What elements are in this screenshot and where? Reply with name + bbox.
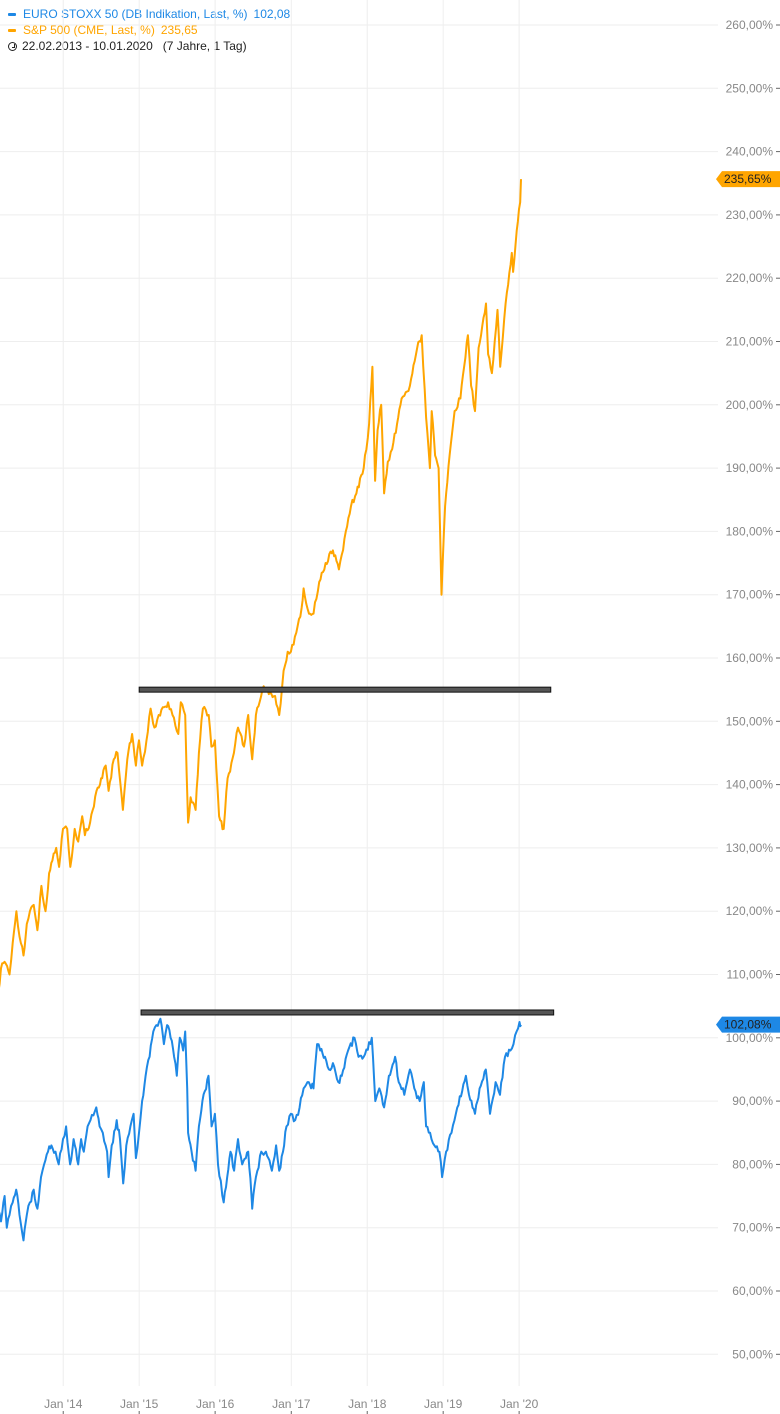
y-tick-label: 130,00% [726, 841, 774, 855]
y-tick-label: 80,00% [732, 1157, 773, 1171]
legend-swatch-sp500 [8, 28, 16, 32]
euro-stoxx-last-value-badge [716, 1016, 780, 1033]
clock-icon [8, 41, 17, 51]
y-tick-label: 220,00% [726, 271, 774, 285]
legend-label-euro-stoxx: EURO STOXX 50 (DB Indikation, Last, %) [23, 7, 248, 21]
sp500-last-value-badge [716, 171, 780, 188]
y-tick-label: 120,00% [726, 904, 774, 918]
last-value-badges: 235,65% 102,08% [716, 171, 780, 1033]
x-tick-label: Jan '19 [424, 1397, 463, 1411]
legend-value-sp500: 235,65 [160, 23, 198, 37]
series-line-euro-stoxx [0, 1017, 522, 1242]
annotation-layer[interactable] [138, 686, 555, 1016]
x-tick-label: Jan '18 [348, 1397, 387, 1411]
x-tick-label: Jan '14 [44, 1397, 83, 1411]
date-span-text: (7 Jahre, 1 Tag) [162, 39, 247, 53]
legend-date-range-row: 22.02.2013 - 10.01.2020 (7 Jahre, 1 Tag) [8, 38, 290, 54]
x-tick-label: Jan '20 [500, 1397, 539, 1411]
sp500-last-value-badge-label: 235,65% [724, 172, 772, 186]
y-tick-label: 210,00% [726, 335, 774, 349]
legend-swatch-euro-stoxx [8, 12, 16, 16]
y-tick-label: 170,00% [726, 588, 774, 602]
y-tick-label: 140,00% [726, 778, 774, 792]
y-tick-label: 100,00% [726, 1031, 774, 1045]
y-tick-label: 240,00% [726, 145, 774, 159]
euro-stoxx-last-value-badge-label: 102,08% [724, 1018, 772, 1032]
y-tick-label: 230,00% [726, 208, 774, 222]
x-tick-label: Jan '16 [196, 1397, 235, 1411]
x-axis: Jan '14 Jan '15 Jan '16 Jan '17 Jan '18 Jan '… [44, 1397, 539, 1414]
y-tick-label: 250,00% [726, 81, 774, 95]
legend-value-euro-stoxx: 102,08 [253, 7, 291, 21]
horizontal-line-2[interactable] [140, 1009, 555, 1016]
y-axis: 50,00% 60,00% 70,00% 80,00% 90,00% 100,00% 110… [726, 18, 780, 1361]
legend-label-sp500: S&P 500 (CME, Last, %) [23, 23, 155, 37]
y-tick-label: 260,00% [726, 18, 774, 32]
legend-item-euro-stoxx[interactable]: EURO STOXX 50 (DB Indikation, Last, %) 1… [8, 6, 290, 22]
y-tick-label: 200,00% [726, 398, 774, 412]
y-tick-label: 160,00% [726, 651, 774, 665]
y-tick-label: 180,00% [726, 524, 774, 538]
legend-item-sp500[interactable]: S&P 500 (CME, Last, %) 235,65 [8, 22, 290, 38]
y-tick-label: 150,00% [726, 714, 774, 728]
chart-legend: EURO STOXX 50 (DB Indikation, Last, %) 1… [8, 6, 290, 54]
horizontal-line-1[interactable] [138, 686, 552, 693]
x-tick-label: Jan '17 [272, 1397, 311, 1411]
y-tick-label: 90,00% [732, 1094, 773, 1108]
y-tick-label: 190,00% [726, 461, 774, 475]
y-tick-label: 70,00% [732, 1221, 773, 1235]
x-tick-label: Jan '15 [120, 1397, 159, 1411]
y-tick-label: 50,00% [732, 1347, 773, 1361]
y-tick-label: 110,00% [727, 968, 774, 982]
y-tick-label: 60,00% [732, 1284, 773, 1298]
date-range-text: 22.02.2013 - 10.01.2020 [22, 39, 153, 53]
grid-lines [0, 0, 718, 1386]
